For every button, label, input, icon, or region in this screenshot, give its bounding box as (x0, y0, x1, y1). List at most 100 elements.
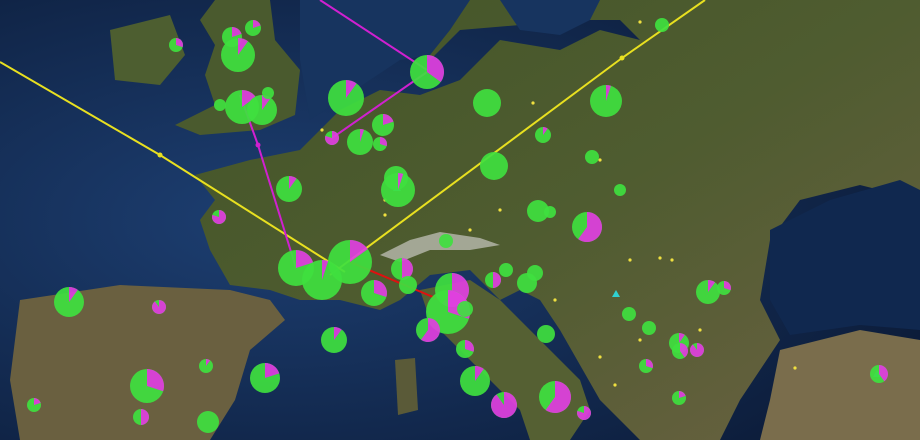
pie-slice-secondary (380, 137, 387, 147)
site-point[interactable] (468, 228, 472, 232)
pie-marker[interactable] (152, 300, 167, 314)
pie-marker[interactable] (54, 287, 84, 317)
pie-marker[interactable] (539, 381, 571, 414)
pie-slice-primary (399, 276, 417, 294)
pie-slice-primary (585, 150, 599, 164)
pie-marker[interactable] (456, 340, 474, 358)
pie-slice-secondary (238, 38, 248, 55)
pie-marker[interactable] (544, 206, 556, 218)
pie-marker[interactable] (199, 359, 213, 373)
pie-marker[interactable] (622, 307, 636, 321)
pie-marker[interactable] (642, 321, 656, 335)
pie-slice-secondary (360, 129, 365, 142)
pie-marker[interactable] (480, 152, 508, 180)
site-point[interactable] (793, 366, 797, 370)
pie-marker[interactable] (347, 129, 373, 155)
pie-marker[interactable] (696, 280, 720, 304)
pie-marker[interactable] (491, 392, 517, 418)
pie-marker[interactable] (655, 18, 669, 32)
pie-slice-secondary (334, 327, 342, 340)
pie-marker[interactable] (485, 272, 501, 288)
pie-marker[interactable] (499, 263, 513, 277)
pie-marker[interactable] (577, 406, 591, 421)
pie-slice-secondary (475, 366, 484, 381)
pie-marker[interactable] (197, 411, 219, 433)
route-line-magenta[interactable] (319, 0, 428, 71)
pie-marker[interactable] (527, 200, 549, 222)
site-point[interactable] (553, 298, 557, 302)
pie-marker[interactable] (391, 258, 413, 280)
pie-marker[interactable] (535, 127, 551, 143)
pie-marker[interactable] (169, 38, 183, 52)
site-point[interactable] (498, 208, 502, 212)
pie-marker[interactable] (672, 343, 688, 359)
pie-marker[interactable] (639, 359, 654, 373)
pie-marker[interactable] (373, 137, 387, 151)
pie-slice-secondary (346, 80, 357, 98)
pie-marker[interactable] (276, 176, 302, 202)
pie-marker[interactable] (585, 150, 599, 164)
pie-marker[interactable] (527, 265, 543, 281)
pie-slice-secondary (606, 85, 611, 101)
pie-marker[interactable] (321, 327, 347, 353)
pie-marker[interactable] (473, 89, 501, 117)
pie-marker[interactable] (245, 20, 261, 36)
site-point[interactable] (638, 338, 642, 342)
pie-marker[interactable] (381, 173, 415, 207)
pie-marker[interactable] (590, 85, 622, 117)
pie-marker[interactable] (328, 80, 364, 116)
pie-marker[interactable] (537, 325, 555, 343)
pie-marker[interactable] (328, 240, 372, 284)
pie-slice-primary (622, 307, 636, 321)
pie-marker[interactable] (399, 276, 417, 294)
pie-marker[interactable] (690, 343, 705, 358)
pie-marker[interactable] (416, 318, 440, 342)
pie-slice-primary (544, 206, 556, 218)
site-point[interactable] (598, 158, 602, 162)
site-point[interactable] (613, 383, 617, 387)
pie-marker[interactable] (221, 38, 255, 72)
alps (380, 232, 500, 262)
site-point[interactable] (638, 20, 642, 24)
pie-marker[interactable] (457, 301, 473, 317)
site-point[interactable] (628, 258, 632, 262)
pie-marker[interactable] (212, 210, 227, 224)
pie-marker[interactable] (410, 55, 444, 89)
pie-marker[interactable] (214, 99, 226, 111)
pie-marker[interactable] (460, 366, 490, 396)
pie-marker[interactable] (247, 95, 277, 125)
pie-marker[interactable] (133, 409, 149, 425)
pie-marker[interactable] (439, 234, 453, 248)
site-point[interactable] (698, 328, 702, 332)
pie-marker[interactable] (324, 131, 340, 146)
pie-marker[interactable] (130, 369, 164, 403)
pie-slice-primary (527, 200, 549, 222)
route-line-magenta[interactable] (331, 71, 428, 139)
site-point[interactable] (670, 258, 674, 262)
pie-marker[interactable] (250, 363, 280, 393)
triangle-marker-icon[interactable] (612, 290, 620, 297)
pie-marker[interactable] (27, 398, 41, 412)
pie-marker[interactable] (672, 391, 686, 405)
pie-slice-secondary (176, 38, 183, 48)
pie-marker[interactable] (361, 280, 388, 306)
pie-marker[interactable] (614, 184, 626, 196)
pie-marker[interactable] (717, 281, 731, 295)
pie-slice-secondary (398, 173, 404, 190)
site-point[interactable] (531, 101, 535, 105)
site-point[interactable] (598, 355, 602, 359)
pie-slice-secondary (491, 392, 517, 418)
pie-slice-secondary (577, 406, 591, 421)
pie-slice-primary (480, 152, 508, 180)
pie-marker[interactable] (572, 212, 602, 242)
site-point[interactable] (383, 213, 387, 217)
pie-marker[interactable] (372, 114, 394, 136)
site-point[interactable] (320, 128, 324, 132)
pie-slice-secondary (232, 27, 242, 37)
pie-slice-primary (197, 411, 219, 433)
pie-marker[interactable] (870, 365, 888, 383)
pie-marker[interactable] (262, 87, 274, 99)
site-point[interactable] (658, 256, 662, 260)
